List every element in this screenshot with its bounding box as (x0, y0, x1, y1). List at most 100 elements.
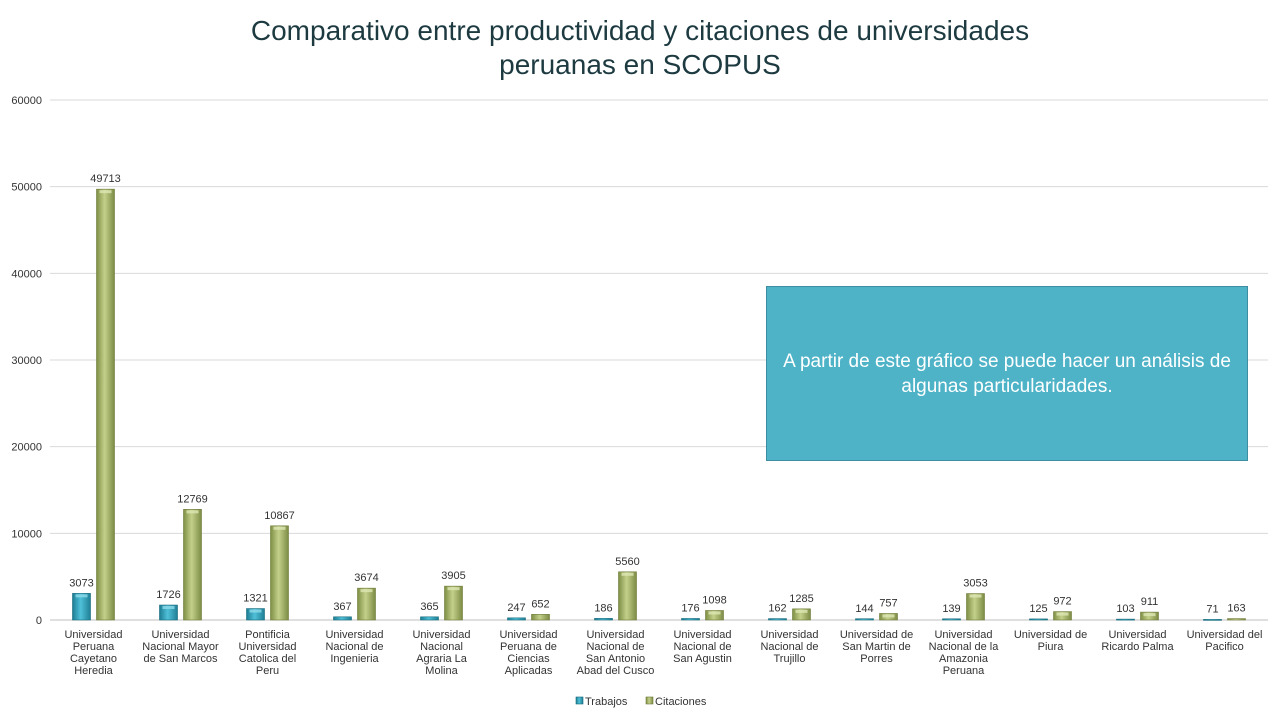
trabajos-bar-highlight (162, 606, 175, 610)
citaciones-bar (96, 188, 115, 621)
category-label-line: Abad del Cusco (577, 665, 655, 677)
trabajos-bar (1029, 618, 1048, 621)
trabajos-bar (420, 616, 439, 621)
citaciones-data-label: 1285 (789, 593, 813, 605)
trabajos-legend-swatch (575, 696, 584, 705)
trabajos-bar (681, 618, 700, 621)
chart-title-line-1: Comparativo entre productividad y citaci… (250, 15, 1030, 46)
y-tick-label: 0 (36, 615, 42, 627)
trabajos-data-label: 3073 (69, 577, 93, 589)
citaciones-bar (270, 525, 289, 621)
citaciones-bar (618, 571, 637, 621)
citaciones-bar-highlight (447, 587, 460, 591)
category-label: Universidad Peruana de Ciencias Aplicadas (499, 629, 557, 677)
category-label: Universidad Nacional de la Amazonia Peruana (929, 629, 1000, 677)
y-tick-label: 50000 (11, 182, 42, 194)
trabajos-bar (768, 618, 787, 621)
citaciones-data-label: 5560 (615, 556, 639, 568)
trabajos-bar (942, 618, 961, 621)
category-label-line: Pacifico (1205, 641, 1244, 653)
category-label: Universidad Nacional de Ingenieria (325, 629, 383, 665)
citaciones-bar-highlight (360, 589, 373, 593)
trabajos-bar (333, 616, 352, 621)
category-label-line: Nacional de la (929, 641, 1000, 653)
trabajos-data-label: 162 (768, 603, 786, 615)
citaciones-data-label: 652 (531, 598, 549, 610)
category-label-line: Porres (860, 653, 893, 665)
category-label-line: Nacional de (586, 641, 644, 653)
category-label-line: Catolica del (239, 653, 296, 665)
trabajos-data-label: 247 (507, 602, 525, 614)
citaciones-legend-swatch (645, 696, 654, 705)
trabajos-bar (72, 593, 91, 621)
trabajos-data-label: 186 (594, 602, 612, 614)
category-label: Universidad Nacional de San Agustin (673, 629, 732, 665)
citaciones-bar-highlight (99, 190, 112, 194)
trabajos-bar-highlight (75, 594, 88, 598)
trabajos-data-label: 144 (855, 603, 873, 615)
category-label-line: San Agustin (673, 653, 732, 665)
category-label-line: Nacional Mayor (142, 641, 219, 653)
citaciones-data-label: 1098 (702, 594, 726, 606)
y-tick-label: 30000 (11, 355, 42, 367)
category-labels: Universidad Peruana Cayetano Heredia Univers… (64, 629, 1262, 677)
citaciones-bar (444, 585, 463, 621)
citaciones-data-label: 757 (879, 597, 897, 609)
citaciones-bar (792, 608, 811, 621)
category-label-line: Universidad (238, 641, 296, 653)
citaciones-bar-highlight (882, 614, 895, 618)
citaciones-bar (705, 610, 724, 621)
category-label-line: de San Marcos (144, 653, 218, 665)
citaciones-data-label: 3053 (963, 578, 987, 590)
legend: Trabajos Citaciones (575, 696, 707, 708)
category-label-line: Agraria La (416, 653, 468, 665)
citaciones-data-label: 12769 (177, 493, 208, 505)
category-label: Universidad de Piura (1014, 629, 1087, 653)
category-label-line: Pontificia (245, 629, 291, 641)
trabajos-bar (855, 618, 874, 621)
citaciones-data-label: 163 (1227, 603, 1245, 615)
category-label-line: Trujillo (774, 653, 806, 665)
trabajos-data-label: 1321 (243, 593, 267, 605)
annotation-callout: A partir de este gráfico se puede hacer … (766, 286, 1248, 461)
callout-text: A partir de este gráfico se puede hacer … (783, 350, 1231, 397)
trabajos-data-label: 125 (1029, 603, 1047, 615)
category-label-line: Nacional (420, 641, 463, 653)
category-label-line: Universidad (151, 629, 209, 641)
category-label-line: Universidad del (1187, 629, 1263, 641)
trabajos-data-label: 103 (1116, 603, 1134, 615)
y-tick-label: 10000 (11, 528, 42, 540)
trabajos-bar-highlight (249, 609, 262, 613)
trabajos-bar (507, 617, 526, 621)
bars (72, 188, 1246, 621)
data-labels: 3073 49713 1726 12769 1321 10867 367 3674 365 390… (69, 173, 1245, 615)
citaciones-bar-highlight (795, 609, 808, 613)
trabajos-bar (246, 608, 265, 621)
category-label-line: Universidad (934, 629, 992, 641)
category-label-line: Heredia (74, 665, 113, 677)
citaciones-bar-highlight (273, 526, 286, 530)
category-label: Universidad Nacional de Trujillo (760, 629, 818, 665)
citaciones-bar (1053, 611, 1072, 621)
category-label-line: Universidad (1108, 629, 1166, 641)
category-label-line: Universidad (760, 629, 818, 641)
category-label-line: Universidad de (840, 629, 913, 641)
citaciones-bar-highlight (1143, 613, 1156, 617)
category-label-line: Cayetano (70, 653, 117, 665)
citaciones-bar-highlight (969, 594, 982, 598)
category-label: Universidad Peruana Cayetano Heredia (64, 629, 122, 677)
citaciones-bar-highlight (621, 572, 634, 576)
category-label-line: Ricardo Palma (1101, 641, 1174, 653)
category-label-line: Peruana de (500, 641, 557, 653)
category-label: Universidad Nacional de San Antonio Abad de… (577, 629, 655, 677)
category-label-line: Nacional de (760, 641, 818, 653)
category-label-line: San Martin de (842, 641, 910, 653)
chart-title-line-2: peruanas en SCOPUS (499, 49, 781, 80)
category-label: Universidad Nacional Agraria La Molina (412, 629, 470, 677)
category-label-line: Molina (425, 665, 458, 677)
category-label-line: Universidad (673, 629, 731, 641)
category-label-line: Ingenieria (330, 653, 379, 665)
trabajos-bar (594, 618, 613, 621)
citaciones-data-label: 972 (1053, 596, 1071, 608)
